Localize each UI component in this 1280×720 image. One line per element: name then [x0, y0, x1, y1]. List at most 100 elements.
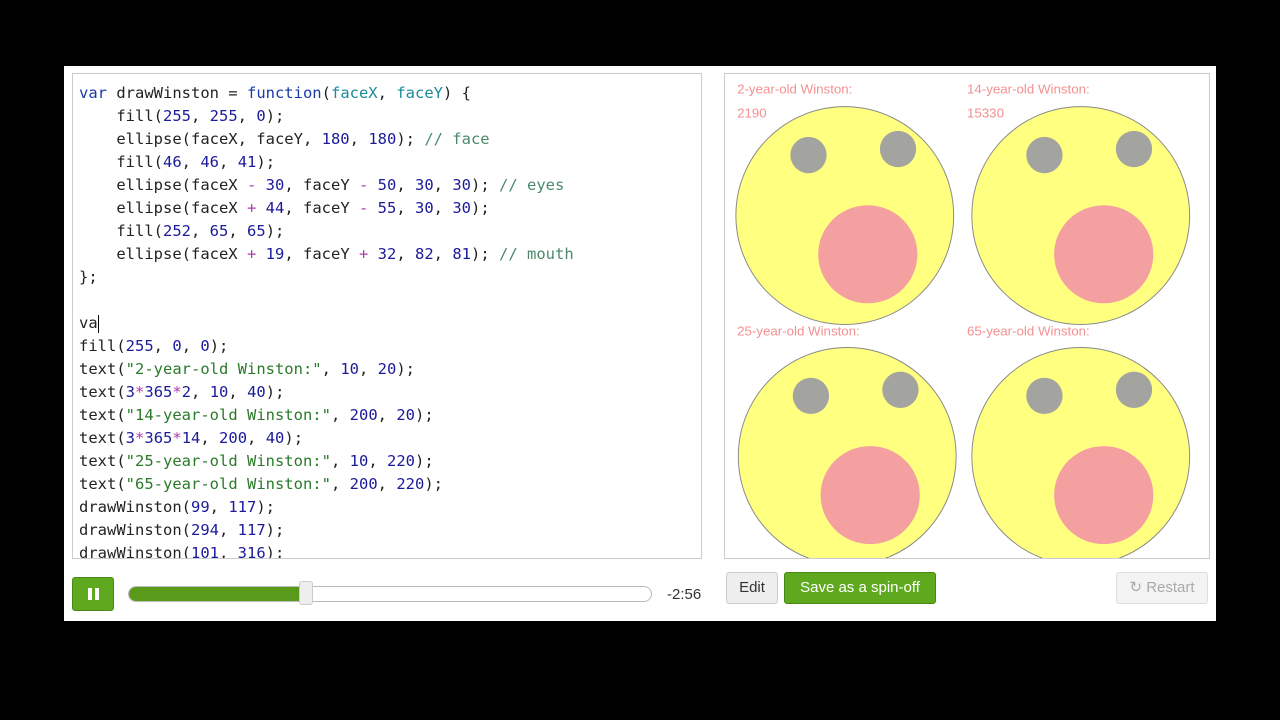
pause-button[interactable] [72, 577, 114, 611]
canvas-label: 2190 [737, 106, 767, 121]
code-token: ); [256, 153, 276, 171]
restart-button[interactable]: ↻ Restart [1116, 572, 1208, 604]
code-token: ); [471, 199, 490, 217]
code-line[interactable]: fill(252, 65, 65); [79, 220, 574, 243]
code-line[interactable]: text("2-year-old Winston:", 10, 20); [79, 358, 574, 381]
code-token: , [396, 176, 415, 194]
code-token: 46 [200, 153, 220, 171]
code-line[interactable]: drawWinston(294, 117); [79, 519, 574, 542]
code-token: 117 [228, 498, 257, 516]
playback-controls: -2:56 Edit Save as a spin-off ↻ Restart [64, 571, 1216, 616]
code-token: 32 [368, 245, 397, 263]
code-token: - [358, 176, 369, 194]
code-token: 19 [256, 245, 285, 263]
code-token: 50 [368, 176, 397, 194]
code-token: text( [79, 406, 126, 424]
canvas-label: 65-year-old Winston: [967, 323, 1090, 338]
edit-button[interactable]: Edit [726, 572, 778, 604]
code-line[interactable]: drawWinston(99, 117); [79, 496, 574, 519]
code-token: , [330, 452, 350, 470]
code-token: , [330, 406, 350, 424]
code-token: ); [415, 452, 434, 470]
code-token: ); [396, 130, 425, 148]
progress-thumb[interactable] [299, 581, 314, 605]
code-token: ); [424, 475, 443, 493]
winston-mouth [1054, 205, 1154, 304]
code-token: ); [471, 176, 500, 194]
code-token: 40 [265, 429, 285, 447]
code-token: // eyes [499, 176, 565, 194]
code-token: 30 [452, 176, 472, 194]
code-token: , [330, 475, 350, 493]
code-line[interactable]: text("25-year-old Winston:", 10, 220); [79, 450, 574, 473]
code-line[interactable]: ellipse(faceX + 19, faceY + 32, 82, 81);… [79, 243, 573, 266]
code-token: 65 [247, 222, 266, 240]
code-token: 30 [256, 176, 285, 194]
code-token: ) { [443, 84, 471, 102]
code-editor[interactable]: var drawWinston = function(faceX, faceY)… [72, 73, 702, 559]
code-token: // face [424, 130, 490, 148]
code-token: }; [79, 268, 98, 286]
save-spinoff-button[interactable]: Save as a spin-off [784, 572, 936, 604]
winston-mouth [1054, 446, 1154, 545]
talkthrough-player: var drawWinston = function(faceX, faceY)… [64, 66, 1216, 621]
code-token: 200 [349, 475, 378, 493]
code-token: , [358, 360, 378, 378]
code-token: 30 [415, 176, 434, 194]
code-line[interactable]: text(3*365*14, 200, 40); [79, 427, 574, 450]
winston-eye [1026, 377, 1063, 415]
canvas-label: 14-year-old Winston: [967, 81, 1090, 96]
code-line[interactable]: var drawWinston = function(faceX, faceY)… [79, 82, 574, 105]
code-line[interactable]: text("14-year-old Winston:", 200, 20); [79, 404, 574, 427]
code-token: faceY [396, 84, 443, 102]
code-line[interactable]: fill(255, 0, 0); [79, 335, 574, 358]
code-line[interactable]: text(3*365*2, 10, 40); [79, 381, 574, 404]
code-line[interactable]: ellipse(faceX - 30, faceY - 50, 30, 30);… [79, 174, 574, 197]
output-canvas: 2-year-old Winston: 2190 14-year-old Winst… [724, 73, 1210, 559]
code-token: - [246, 176, 257, 194]
code-token: 252 [163, 222, 191, 240]
code-token: ); [265, 544, 285, 559]
code-line[interactable]: ellipse(faceX + 44, faceY - 55, 30, 30); [79, 197, 574, 220]
code-token: + [358, 245, 369, 263]
winston-eye [1115, 371, 1153, 408]
code-token: * [172, 429, 182, 447]
code-line[interactable]: fill(46, 46, 41); [79, 151, 574, 174]
code-line[interactable] [79, 289, 574, 312]
winston-mouth [818, 205, 918, 304]
winston-mouth [820, 446, 920, 545]
code-token: 20 [377, 360, 397, 378]
code-line[interactable]: }; [79, 266, 574, 289]
code-text[interactable]: var drawWinston = function(faceX, faceY)… [79, 82, 574, 559]
code-token: 365 [144, 429, 173, 447]
code-line[interactable]: fill(255, 255, 0); [79, 105, 574, 128]
code-token: 46 [163, 153, 182, 171]
code-token: , [228, 383, 248, 401]
code-token: ellipse(faceX, faceY, [79, 130, 322, 148]
code-token: - [358, 199, 369, 217]
code-token: text( [79, 383, 126, 401]
code-line[interactable]: text("65-year-old Winston:", 200, 220); [79, 473, 574, 496]
code-token: 0 [256, 107, 266, 125]
code-token: 30 [452, 199, 472, 217]
code-line[interactable]: drawWinston(101, 316); [79, 542, 574, 559]
code-token: 30 [415, 199, 434, 217]
code-token: faceX [330, 84, 378, 102]
code-token: drawWinston = [116, 84, 247, 102]
code-token: , [321, 360, 341, 378]
code-token: 200 [219, 429, 248, 447]
code-token: , faceY [284, 199, 359, 217]
code-line[interactable]: va [79, 312, 574, 335]
code-line[interactable]: ellipse(faceX, faceY, 180, 180); // face [79, 128, 574, 151]
code-token: , [191, 222, 210, 240]
code-token: ); [471, 245, 500, 263]
progress-slider[interactable] [128, 586, 652, 602]
code-token: 10 [209, 383, 229, 401]
code-token: 81 [452, 245, 472, 263]
code-token: ellipse(faceX [79, 199, 247, 217]
code-token: 101 [190, 544, 219, 559]
restart-label: Restart [1146, 579, 1195, 596]
code-token: , [219, 153, 238, 171]
code-token: 117 [237, 521, 266, 539]
code-token: 316 [237, 544, 266, 559]
